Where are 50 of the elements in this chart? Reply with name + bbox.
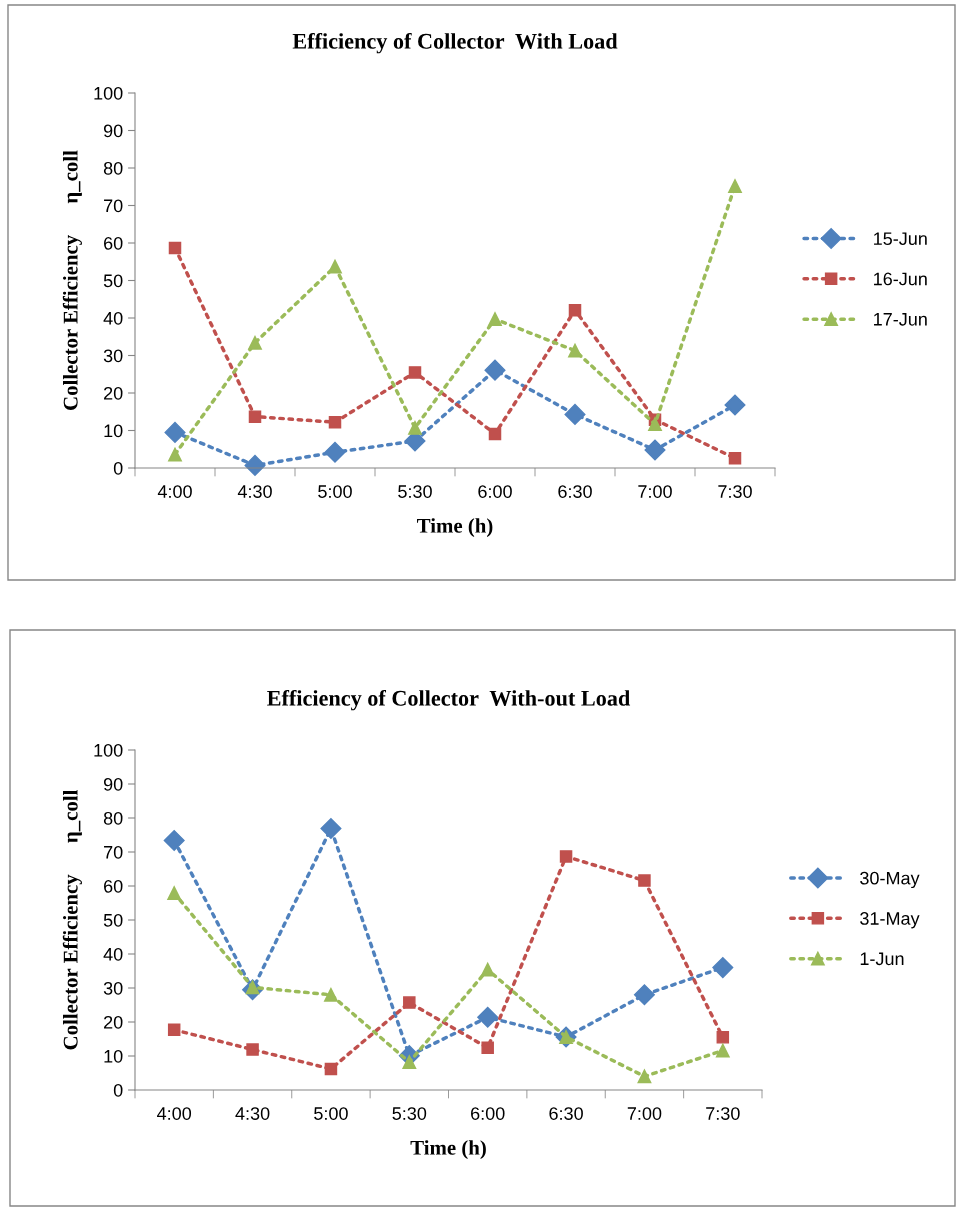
x-tick-label: 6:30 <box>558 485 592 498</box>
y-tick-label: 60 <box>104 879 123 893</box>
x-tick-label: 4:00 <box>157 485 192 498</box>
y-tick-label: 80 <box>103 811 123 825</box>
x-tick-label: 5:00 <box>318 485 352 498</box>
y-tick-label: 70 <box>104 199 123 213</box>
x-tick-label: 5:30 <box>398 485 432 498</box>
y-tick-label: 40 <box>103 947 123 961</box>
y-tick-label: 30 <box>103 349 123 363</box>
x-tick-label: 7:30 <box>706 1107 740 1120</box>
y-tick-label: 100 <box>94 86 123 100</box>
y-tick-label: 40 <box>103 311 123 325</box>
y-axis-title: Collector Efficiency η_coll <box>62 789 82 1050</box>
chart-title: Efficiency of Collector With-out Load <box>267 689 631 711</box>
y-tick-label: 100 <box>94 743 123 757</box>
y-tick-label: 90 <box>103 777 123 791</box>
x-tick-label: 4:30 <box>235 1107 270 1120</box>
chart-title: Efficiency of Collector With Load <box>292 32 618 54</box>
legend-label: 30-May <box>860 871 920 889</box>
y-axis-title: Collector Efficiency η_coll <box>62 150 82 410</box>
y-tick-label: 10 <box>104 424 123 438</box>
y-tick-label: 90 <box>103 124 123 138</box>
x-tick-label: 4:30 <box>237 485 272 498</box>
legend-label: 15-Jun <box>874 232 927 246</box>
x-tick-label: 4:00 <box>157 1107 192 1120</box>
x-tick-label: 6:00 <box>478 485 512 498</box>
legend-label: 17-Jun <box>874 313 927 326</box>
x-tick-label: 6:00 <box>471 1107 505 1120</box>
x-tick-label: 5:30 <box>392 1107 427 1120</box>
y-tick-label: 20 <box>104 1015 123 1029</box>
y-tick-label: 80 <box>103 161 123 175</box>
y-tick-label: 50 <box>103 913 123 927</box>
y-tick-label: 0 <box>113 461 123 475</box>
y-tick-label: 50 <box>103 274 123 288</box>
x-tick-label: 5:00 <box>314 1107 348 1120</box>
x-axis-title: Time (h) <box>410 1140 486 1160</box>
x-tick-label: 7:00 <box>627 1107 662 1120</box>
y-tick-label: 20 <box>104 386 123 400</box>
legend-label: 1-Jun <box>860 952 904 966</box>
legend-label: 31-May <box>860 912 920 929</box>
x-tick-label: 6:30 <box>549 1107 583 1120</box>
y-tick-label: 60 <box>104 236 123 250</box>
x-tick-label: 7:00 <box>638 485 672 498</box>
x-axis-title: Time (h) <box>417 518 493 538</box>
y-tick-label: 70 <box>104 845 123 859</box>
y-tick-label: 10 <box>104 1049 123 1063</box>
x-tick-label: 7:30 <box>718 485 752 498</box>
y-tick-label: 0 <box>113 1083 123 1097</box>
y-tick-label: 30 <box>103 981 123 995</box>
legend-label: 16-Jun <box>874 272 927 286</box>
